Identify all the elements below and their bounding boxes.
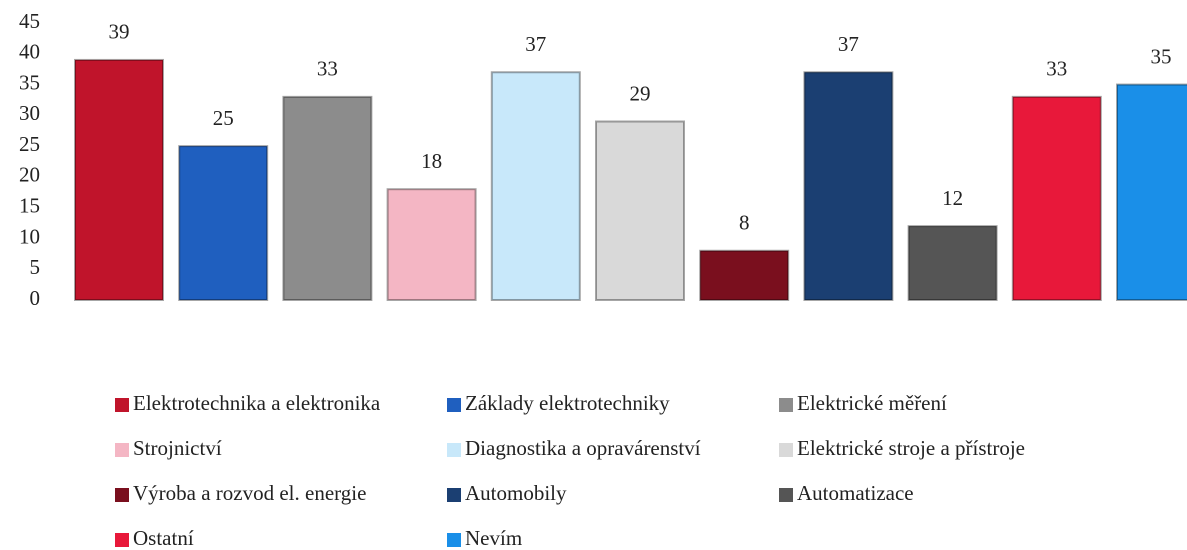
bar: [490, 71, 581, 301]
y-tick-label: 45: [19, 9, 40, 33]
data-label: 12: [942, 186, 963, 210]
legend-swatch: [447, 443, 461, 457]
bar: [1011, 95, 1102, 301]
legend-label: Strojnictví: [133, 436, 222, 460]
legend-swatch: [447, 398, 461, 412]
legend-label: Elektrické měření: [797, 391, 947, 415]
legend-swatch: [115, 533, 129, 547]
y-tick-label: 35: [19, 70, 40, 94]
bar: [386, 188, 477, 301]
legend-swatch: [447, 488, 461, 502]
y-tick-label: 0: [30, 286, 41, 310]
y-tick-label: 40: [19, 40, 40, 64]
legend-label: Výroba a rozvod el. energie: [133, 481, 366, 505]
data-label: 35: [1151, 44, 1172, 68]
bar: [699, 249, 790, 301]
y-tick-label: 25: [19, 132, 40, 156]
y-tick-label: 15: [19, 193, 40, 217]
legend-label: Automobily: [465, 481, 567, 505]
legend-label: Elektrické stroje a přístroje: [797, 436, 1025, 460]
y-tick-label: 5: [30, 255, 41, 279]
legend-label: Elektrotechnika a elektronika: [133, 391, 381, 415]
data-label: 18: [421, 149, 442, 173]
data-label: 37: [525, 32, 546, 56]
data-label: 37: [838, 32, 859, 56]
bar: [74, 58, 164, 301]
legend-swatch: [779, 398, 793, 412]
bar: [595, 120, 685, 301]
bar: [178, 145, 269, 301]
legend-label: Základy elektrotechniky: [465, 391, 670, 415]
legend-label: Ostatní: [133, 526, 194, 550]
legend-swatch: [779, 443, 793, 457]
data-label: 39: [109, 20, 130, 44]
data-label: 33: [1046, 57, 1067, 81]
legend-label: Nevím: [465, 526, 522, 550]
bar: [907, 225, 998, 301]
y-tick-label: 30: [19, 101, 40, 125]
bar: [803, 71, 894, 301]
y-tick-label: 20: [19, 163, 40, 187]
bar: [1116, 83, 1187, 301]
data-label: 33: [317, 57, 338, 81]
data-label: 8: [739, 211, 750, 235]
legend-label: Automatizace: [797, 481, 914, 505]
legend-swatch: [115, 398, 129, 412]
legend-swatch: [779, 488, 793, 502]
legend-swatch: [115, 488, 129, 502]
y-tick-label: 10: [19, 224, 40, 248]
data-label: 25: [213, 106, 234, 130]
legend-label: Diagnostika a opravárenství: [465, 436, 701, 460]
data-label: 29: [630, 81, 651, 105]
legend-swatch: [447, 533, 461, 547]
legend-swatch: [115, 443, 129, 457]
bar: [282, 95, 373, 301]
